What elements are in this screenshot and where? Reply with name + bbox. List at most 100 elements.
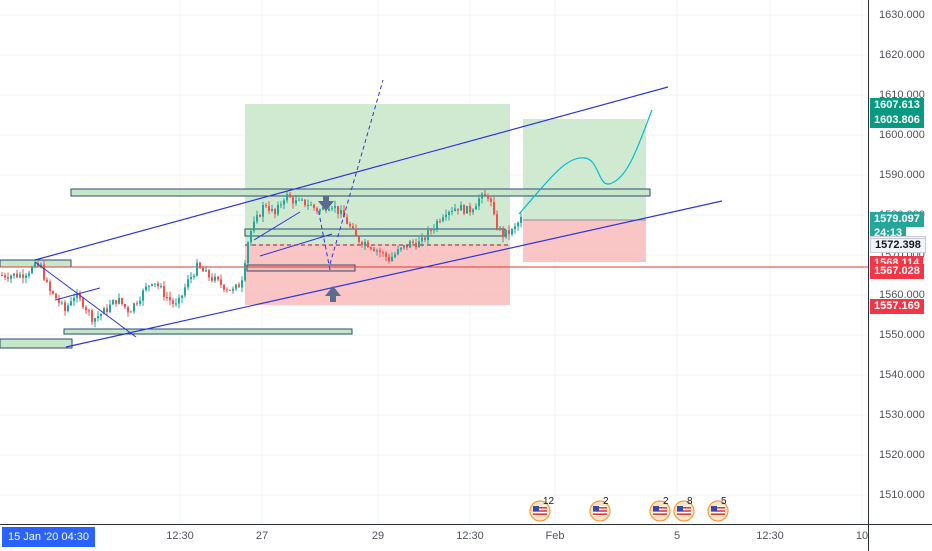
zone-rect-mid[interactable] [244,228,506,237]
candle-body [61,302,63,304]
candle-body [520,216,522,223]
candle-body [19,274,21,278]
candle-body [127,307,129,313]
event-count: 2 [603,496,609,507]
candle-body [1,275,3,276]
candle-body [451,210,453,212]
us-flag-event-icon[interactable]: 2 [588,496,614,522]
event-count: 2 [663,496,669,507]
candle-body [274,208,276,215]
dashed-projection-line-2[interactable] [317,207,331,271]
candle-body [76,294,78,298]
candle-body [235,284,237,289]
candle-body [265,205,267,207]
candle-body [22,274,24,278]
candle-body [460,205,462,211]
candle-body [445,215,447,218]
channel-lower-line[interactable] [65,200,723,348]
event-count: 12 [543,496,555,507]
us-flag-event-icon[interactable]: 2 [648,496,674,522]
candle-body [268,206,270,211]
profit-zone-1[interactable] [245,104,510,244]
zone-rect-center[interactable] [246,264,356,272]
candle-body [214,276,216,281]
candle-body [217,276,219,280]
candle-body [427,230,429,241]
candle-body [310,204,312,206]
us-flag-event-icon[interactable]: 12 [528,496,555,522]
candle-body [175,303,177,305]
zone-rect-bottom[interactable] [0,338,73,349]
candle-body [280,204,282,206]
candle-body [319,209,321,212]
candle-body [85,307,87,311]
candle-body [301,199,303,201]
candle-body [211,277,213,281]
price-axis[interactable]: 1630.000 1620.000 1610.000 1600.000 1590.000… [868,0,932,524]
arrow-up-icon[interactable] [325,286,341,302]
candle-body [205,270,207,272]
us-flag-event-icon[interactable]: 5 [706,496,732,522]
candle-body [415,243,417,248]
time-tick-label: 5 [673,530,681,542]
candlestick-series[interactable] [1,189,522,328]
candle-body [40,264,42,267]
candle-body [16,273,18,278]
candle-body [478,198,480,207]
price-badge: 1607.613 [870,97,924,113]
price-tick-label: 1560.000 [879,289,925,301]
candle-body [508,229,510,235]
candle-body [106,308,108,313]
price-tick-label: 1550.000 [879,329,925,341]
channel-upper-line[interactable] [34,86,669,261]
price-badge: 1603.806 [870,112,924,128]
candle-body [400,247,402,250]
candle-body [340,210,342,214]
trend-line-b[interactable] [54,287,101,301]
price-tick-label: 1620.000 [879,49,925,61]
candle-body [55,293,57,299]
price-badge: 1557.169 [870,299,924,315]
chart-area[interactable]: 12 2 2 8 5 [0,0,868,524]
zone-rect-top[interactable] [70,188,651,197]
axis-corner [868,524,932,551]
chart-canvas[interactable] [0,0,868,524]
candle-body [58,298,60,303]
candle-body [373,248,375,252]
candle-body [28,273,30,276]
candle-body [31,267,33,274]
candle-body [34,262,36,268]
trend-line-c[interactable] [259,233,333,257]
candle-body [385,252,387,257]
candle-body [304,199,306,206]
candle-body [196,262,198,276]
arrow-down-icon[interactable] [318,196,334,211]
projected-path[interactable] [518,109,653,215]
candle-body [496,214,498,229]
candle-body [94,318,96,322]
profit-zone-2[interactable] [523,119,646,220]
crosshair-time-label: 15 Jan '20 04:30 [2,527,96,547]
candle-body [181,295,183,298]
candle-body [151,284,153,286]
candle-body [499,227,501,229]
time-tick-label: 29 [371,530,385,542]
candle-body [502,227,504,238]
us-flag-event-icon[interactable]: 8 [672,496,698,522]
candle-body [409,241,411,248]
candle-body [97,316,99,319]
candle-body [250,231,252,243]
trend-line-a[interactable] [34,261,137,338]
trend-line-d[interactable] [253,211,301,241]
zone-rect-low[interactable] [63,328,353,335]
price-tick-label: 1590.000 [879,169,925,181]
time-axis[interactable]: 15 Jan '20 04:30 12:30 27 29 12:30 Feb 5 12:30… [0,524,868,551]
candle-body [241,280,243,288]
dashed-projection-line[interactable] [329,79,384,265]
price-badge: 1579.097 [870,211,924,227]
event-count: 8 [687,496,693,507]
candle-body [238,284,240,288]
candle-body [397,249,399,255]
candle-body [376,250,378,252]
candle-body [220,279,222,285]
